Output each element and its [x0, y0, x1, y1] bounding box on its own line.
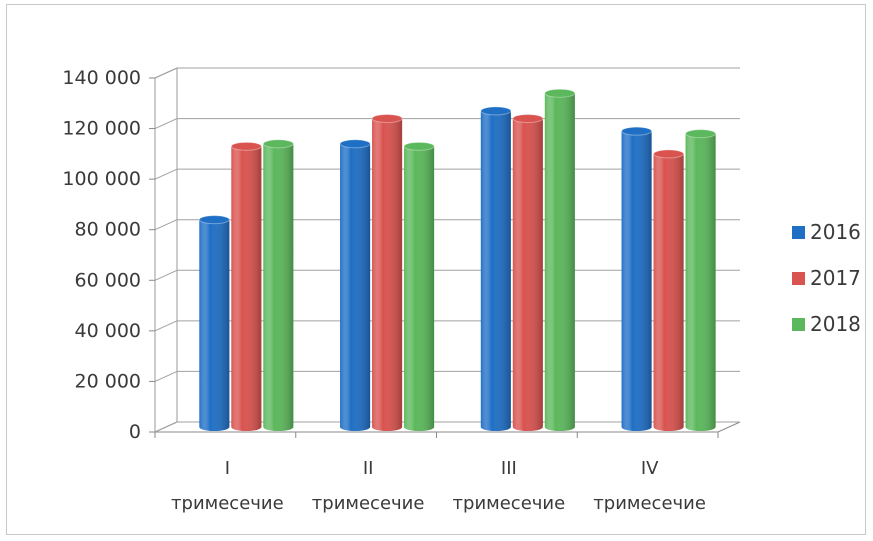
bar-top: [653, 149, 685, 159]
legend-label: 2018: [810, 312, 861, 336]
y-tick-label: 100 000: [62, 168, 141, 190]
bar-2016-II: [339, 139, 371, 432]
bars: [198, 88, 717, 432]
gridline-side: [154, 168, 178, 180]
bar-top: [230, 141, 262, 151]
bar-shading: [340, 143, 371, 432]
gridline-side: [154, 118, 178, 130]
bar-2017-IV: [653, 149, 685, 431]
bar-shading: [263, 143, 294, 432]
bar-top: [512, 114, 544, 124]
bar-shading: [512, 118, 543, 431]
bar-2016-I: [198, 215, 230, 431]
bar-2018-II: [403, 141, 435, 432]
category-word: тримесечие: [453, 493, 566, 514]
bar-top: [685, 129, 717, 139]
y-tick-label: 0: [129, 421, 141, 443]
chart-frame: [6, 4, 866, 535]
category-numeral: III: [501, 458, 517, 479]
bar-2017-III: [512, 114, 544, 431]
y-tick-label: 40 000: [75, 320, 141, 342]
y-tick-label: 120 000: [62, 118, 141, 140]
bar-2018-III: [544, 88, 576, 431]
category-numeral: II: [363, 458, 374, 479]
bar-shading: [653, 153, 684, 431]
bar-shading: [480, 110, 511, 431]
bar-2018-I: [262, 139, 294, 432]
bar-top: [621, 126, 653, 136]
bar-2018-IV: [685, 129, 717, 431]
gridline-side: [154, 320, 178, 332]
legend-swatch-2018: [792, 318, 805, 331]
bar-shading: [372, 118, 403, 431]
bar-top: [480, 106, 512, 116]
gridline-side: [154, 421, 178, 433]
legend: 2016 2017 2018: [792, 220, 861, 336]
bar-2017-I: [230, 141, 262, 432]
y-tick-label: 140 000: [62, 67, 141, 89]
bar-2016-III: [480, 106, 512, 431]
y-tick-label: 20 000: [75, 370, 141, 392]
y-tick-label: 60 000: [75, 269, 141, 291]
bar-top: [403, 141, 435, 151]
bar-shading: [199, 219, 230, 431]
category-word: тримесечие: [171, 493, 284, 514]
category-numeral: I: [225, 458, 230, 479]
bar-2017-II: [371, 114, 403, 431]
category-numeral: IV: [641, 458, 659, 479]
bar-top: [371, 114, 403, 124]
bar-shading: [231, 146, 262, 432]
bar-shading: [404, 146, 435, 432]
bar-top: [544, 88, 576, 98]
bar-top: [262, 139, 294, 149]
gridline-side: [154, 219, 178, 231]
bar-2016-IV: [621, 126, 653, 431]
gridline-side: [154, 67, 178, 79]
bar-shading: [544, 93, 575, 431]
bar-top: [198, 215, 230, 225]
bar-top: [339, 139, 371, 149]
category-word: тримесечие: [312, 493, 425, 514]
gridline-side: [154, 370, 178, 382]
gridline-side: [154, 269, 178, 281]
legend-label: 2017: [810, 266, 861, 290]
bar-shading: [685, 133, 716, 431]
category-word: тримесечие: [593, 493, 706, 514]
legend-swatch-2016: [792, 226, 805, 239]
legend-swatch-2017: [792, 272, 805, 285]
y-axis-ticks: 0 20 000 40 000 60 000 80 000 100 000 120 000 1…: [62, 67, 155, 443]
bar-shading: [621, 131, 652, 431]
legend-label: 2016: [810, 220, 861, 244]
y-tick-label: 80 000: [75, 219, 141, 241]
